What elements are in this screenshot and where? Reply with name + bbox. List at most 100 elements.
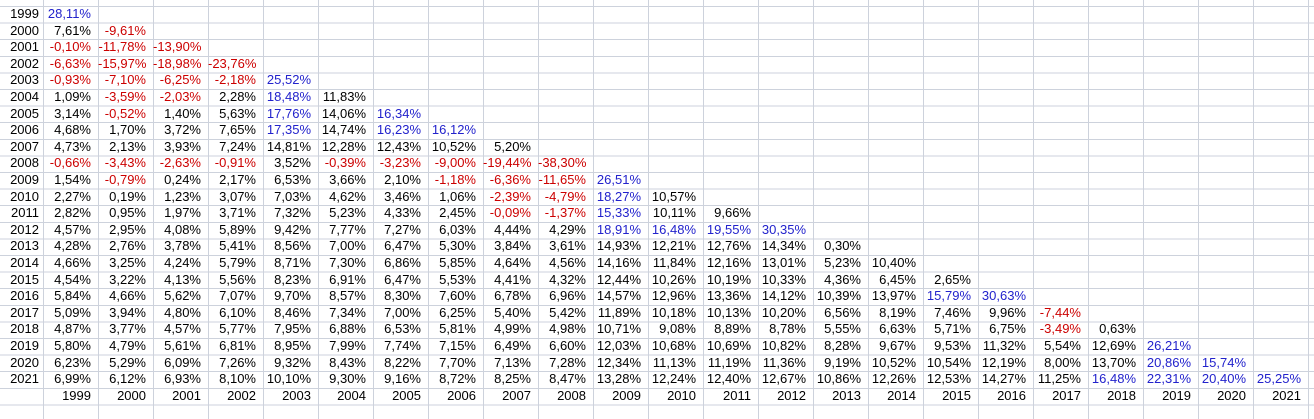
cell-2010-2006[interactable]: 1,06%: [439, 188, 476, 204]
cell-2007-1999[interactable]: 4,73%: [54, 138, 91, 154]
cell-2011-2007[interactable]: -0,09%: [489, 205, 531, 221]
axis-label-2014[interactable]: 2014: [887, 387, 916, 403]
cell-2011-2000[interactable]: 0,95%: [109, 205, 146, 221]
cell-2020-2007[interactable]: 7,13%: [494, 354, 531, 370]
cell-2002-2001[interactable]: -18,98%: [153, 55, 202, 71]
cell-2021-2017[interactable]: 11,25%: [1037, 371, 1081, 387]
cell-2019-2009[interactable]: 12,03%: [596, 338, 641, 353]
cell-2021-2014[interactable]: 12,26%: [871, 371, 916, 387]
cell-2014-2006[interactable]: 5,85%: [439, 255, 476, 270]
cell-2017-2004[interactable]: 7,34%: [329, 304, 366, 320]
row-header-2008[interactable]: 2008: [10, 155, 39, 171]
cell-2014-2004[interactable]: 7,30%: [329, 255, 366, 270]
cell-2020-2020[interactable]: 15,74%: [1201, 354, 1246, 370]
axis-label-2005[interactable]: 2005: [392, 387, 421, 403]
cell-2011-2004[interactable]: 5,23%: [329, 205, 366, 221]
cell-2018-2006[interactable]: 5,81%: [439, 321, 476, 337]
cell-2019-2002[interactable]: 6,81%: [219, 338, 256, 353]
cell-2011-2003[interactable]: 7,32%: [274, 205, 311, 221]
cell-2011-2011[interactable]: 9,66%: [714, 205, 751, 221]
cell-2021-2020[interactable]: 20,40%: [1201, 371, 1246, 387]
cell-2019-2007[interactable]: 6,49%: [494, 338, 531, 353]
row-header-2019[interactable]: 2019: [10, 338, 39, 353]
cell-2001-2001[interactable]: -13,90%: [153, 39, 202, 55]
row-header-2017[interactable]: 2017: [10, 304, 39, 320]
cell-2015-2005[interactable]: 6,47%: [384, 271, 421, 287]
cell-2012-2000[interactable]: 2,95%: [109, 221, 146, 237]
cell-2017-2006[interactable]: 6,25%: [439, 304, 476, 320]
cell-2015-2003[interactable]: 8,23%: [274, 271, 311, 287]
cell-2018-2004[interactable]: 6,88%: [329, 321, 366, 337]
axis-label-2020[interactable]: 2020: [1217, 387, 1246, 403]
cell-2013-2011[interactable]: 12,76%: [706, 238, 751, 254]
row-header-2021[interactable]: 2021: [10, 371, 39, 387]
cell-2021-2000[interactable]: 6,12%: [109, 371, 146, 387]
row-header-2016[interactable]: 2016: [10, 288, 39, 304]
axis-label-2015[interactable]: 2015: [942, 387, 971, 403]
row-header-2009[interactable]: 2009: [10, 172, 39, 187]
cell-2009-2000[interactable]: -0,79%: [104, 172, 146, 187]
cell-2003-1999[interactable]: -0,93%: [49, 72, 91, 88]
cell-2013-2012[interactable]: 14,34%: [761, 238, 806, 254]
cell-2008-2003[interactable]: 3,52%: [274, 155, 311, 171]
axis-label-2003[interactable]: 2003: [282, 387, 311, 403]
cell-2017-2009[interactable]: 11,89%: [597, 304, 641, 320]
cell-2021-2009[interactable]: 13,28%: [596, 371, 641, 387]
cell-2019-2003[interactable]: 8,95%: [274, 338, 311, 353]
cell-2017-2008[interactable]: 5,42%: [549, 304, 586, 320]
cell-2020-2011[interactable]: 11,19%: [707, 354, 751, 370]
row-header-2018[interactable]: 2018: [10, 321, 39, 337]
cell-2020-2009[interactable]: 12,34%: [596, 354, 641, 370]
cell-2019-2010[interactable]: 10,68%: [651, 338, 696, 353]
cell-2016-2004[interactable]: 8,57%: [329, 288, 366, 304]
cell-2017-2013[interactable]: 6,56%: [824, 304, 861, 320]
cell-2012-2004[interactable]: 7,77%: [329, 221, 366, 237]
cell-2000-2000[interactable]: -9,61%: [104, 22, 146, 38]
cell-2010-1999[interactable]: 2,27%: [54, 188, 91, 204]
cell-2021-1999[interactable]: 6,99%: [54, 371, 91, 387]
cell-2015-2015[interactable]: 2,65%: [934, 271, 971, 287]
cell-2020-2003[interactable]: 9,32%: [274, 354, 311, 370]
cell-2017-2016[interactable]: 9,96%: [989, 304, 1026, 320]
cell-2005-2005[interactable]: 16,34%: [376, 105, 421, 121]
cell-2021-2002[interactable]: 8,10%: [219, 371, 256, 387]
cell-2015-2012[interactable]: 10,33%: [761, 271, 806, 287]
row-header-2002[interactable]: 2002: [10, 55, 39, 71]
cell-2019-2014[interactable]: 9,67%: [879, 338, 916, 353]
cell-2016-2001[interactable]: 5,62%: [164, 288, 201, 304]
cell-2018-2000[interactable]: 3,77%: [109, 321, 146, 337]
cell-2019-2008[interactable]: 6,60%: [549, 338, 586, 353]
axis-label-2002[interactable]: 2002: [227, 387, 256, 403]
row-header-2012[interactable]: 2012: [10, 221, 39, 237]
cell-2012-2011[interactable]: 19,55%: [706, 221, 751, 237]
row-header-2010[interactable]: 2010: [10, 188, 39, 204]
axis-label-2021[interactable]: 2021: [1272, 387, 1301, 403]
cell-2021-2001[interactable]: 6,93%: [164, 371, 201, 387]
cell-2010-2005[interactable]: 3,46%: [384, 188, 421, 204]
cell-2021-2015[interactable]: 12,53%: [926, 371, 971, 387]
cell-2016-2000[interactable]: 4,66%: [109, 288, 146, 304]
cell-2016-2010[interactable]: 12,96%: [651, 288, 696, 304]
cell-2008-2006[interactable]: -9,00%: [434, 155, 476, 171]
cell-2013-2008[interactable]: 3,61%: [549, 238, 586, 254]
cell-2011-2010[interactable]: 10,11%: [652, 205, 696, 221]
cell-2010-2002[interactable]: 3,07%: [219, 188, 256, 204]
cell-2007-2002[interactable]: 7,24%: [219, 138, 256, 154]
cell-2018-2001[interactable]: 4,57%: [164, 321, 201, 337]
cell-2018-2003[interactable]: 7,95%: [274, 321, 311, 337]
cell-2018-2011[interactable]: 8,89%: [714, 321, 751, 337]
cell-1999-1999[interactable]: 28,11%: [47, 6, 91, 21]
row-header-2000[interactable]: 2000: [10, 22, 39, 38]
cell-2012-1999[interactable]: 4,57%: [54, 221, 91, 237]
cell-2003-2000[interactable]: -7,10%: [104, 72, 146, 88]
cell-2016-2003[interactable]: 9,70%: [274, 288, 311, 304]
cell-2020-2005[interactable]: 8,22%: [384, 354, 421, 370]
cell-2016-2008[interactable]: 6,96%: [549, 288, 586, 304]
cell-2021-2005[interactable]: 9,16%: [384, 371, 421, 387]
cell-2018-2010[interactable]: 9,08%: [659, 321, 696, 337]
cell-2002-2002[interactable]: -23,76%: [208, 55, 257, 71]
cell-2005-2002[interactable]: 5,63%: [219, 105, 256, 121]
cell-2000-1999[interactable]: 7,61%: [54, 22, 91, 38]
cell-2017-2005[interactable]: 7,00%: [384, 304, 421, 320]
cell-2015-2007[interactable]: 4,41%: [494, 271, 531, 287]
